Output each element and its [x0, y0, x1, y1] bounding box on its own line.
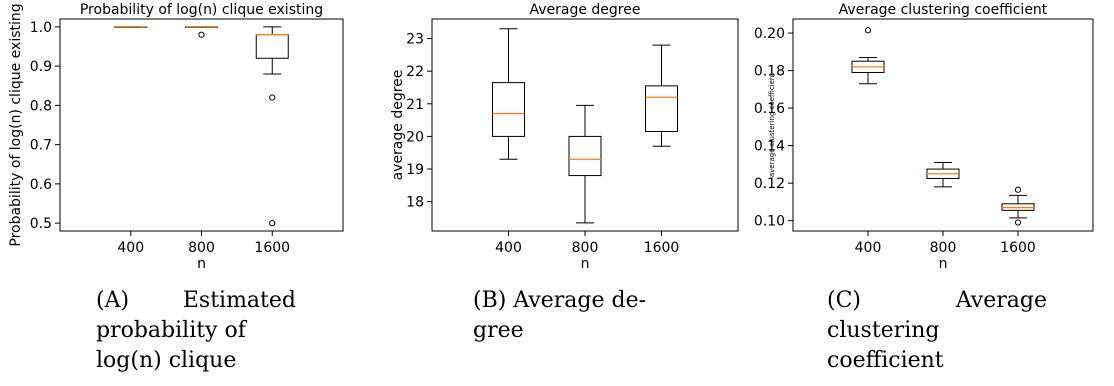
x-axis-label: n: [939, 256, 948, 270]
box-1600: [255, 26, 289, 227]
box-800: [185, 26, 218, 38]
chart-title: Probability of log(n) clique existing: [80, 2, 323, 18]
box-1600: [1001, 186, 1035, 226]
caption-c-line-3: coefficient: [827, 348, 944, 373]
figure-charts: Probability of log(n) clique existing 0.5…: [8, 2, 1094, 270]
box-800: [568, 104, 602, 224]
y-tick-label: 0.18: [754, 64, 785, 80]
chart-title: Average degree: [529, 2, 640, 18]
box-1600: [645, 44, 678, 147]
x-tick-label: 400: [855, 240, 882, 256]
y-tick-label: 22: [406, 64, 424, 80]
chart-2: Average degree 18 19 20 21 22 23 400 800 1600 n ave…: [390, 2, 739, 270]
y-tick-label: 1.0: [30, 20, 52, 36]
box-400: [492, 28, 525, 160]
y-tick-label: 0.7: [30, 138, 52, 154]
y-axis-label: Probability of log(n) clique existing: [8, 3, 24, 246]
caption-a-line-3: log(n) clique: [96, 348, 237, 373]
iqr-box: [645, 85, 678, 133]
y-axis-label: average degree: [390, 70, 406, 181]
outlier-point: [269, 220, 276, 227]
caption-a-line-2: probability of: [96, 318, 246, 343]
y-tick-label: 0.16: [754, 101, 785, 117]
x-tick-label: 800: [572, 240, 599, 256]
outlier-point: [1014, 186, 1022, 193]
y-axis-label: average clustering coefficient: [768, 73, 776, 177]
chart-title: Average clustering coefficient: [839, 2, 1048, 18]
y-tick-label: 0.9: [30, 59, 52, 75]
iqr-box: [255, 34, 289, 59]
plot-frame: [59, 18, 344, 232]
iqr-box: [568, 135, 602, 177]
chart-3: Average clustering coefficient 0.10 0.12 0.…: [754, 2, 1094, 270]
caption-b-tag: (B): [473, 288, 507, 313]
box-400: [114, 26, 148, 28]
box-400: [851, 27, 885, 85]
caption-b-line-1: Average de-: [513, 288, 647, 313]
chart-1: Probability of log(n) clique existing 0.5…: [8, 2, 344, 270]
caption-a-tag: (A): [96, 288, 130, 313]
plot-frame: [792, 18, 1094, 232]
iqr-box: [492, 82, 525, 137]
y-tick-label: 21: [406, 97, 424, 113]
y-tick-label: 0.20: [754, 26, 785, 42]
y-tick-label: 18: [406, 195, 424, 211]
x-tick-label: 800: [930, 240, 957, 256]
y-tick-label: 0.6: [30, 177, 52, 193]
x-tick-label: 1600: [1000, 240, 1036, 256]
outlier-point: [1014, 219, 1022, 226]
caption-c: (C) Average clustering coefficient: [827, 286, 1047, 376]
y-tick-label: 23: [406, 32, 424, 48]
caption-c-tag: (C): [827, 288, 861, 313]
box-800: [926, 162, 960, 188]
outlier-point: [269, 94, 276, 101]
x-tick-label: 400: [495, 240, 522, 256]
plot-frame: [431, 18, 739, 232]
caption-a: (A) Estimated probability of log(n) cliq…: [96, 286, 296, 376]
x-axis-label: n: [581, 256, 590, 270]
caption-a-line-1: Estimated: [182, 288, 296, 313]
x-tick-label: 800: [188, 240, 215, 256]
x-tick-label: 1600: [644, 240, 680, 256]
y-tick-label: 0.10: [754, 214, 785, 230]
y-tick-label: 20: [406, 129, 424, 145]
y-tick-label: 0.5: [30, 216, 52, 232]
caption-c-line-2: clustering: [827, 318, 940, 343]
caption-b-line-2: gree: [473, 318, 524, 343]
caption-c-line-1: Average: [955, 288, 1047, 313]
x-tick-label: 400: [117, 240, 144, 256]
outlier-point: [864, 27, 872, 34]
y-tick-label: 0.8: [30, 98, 52, 114]
x-axis-label: n: [197, 256, 206, 270]
x-tick-label: 1600: [254, 240, 290, 256]
outlier-point: [198, 31, 205, 38]
caption-b: (B) Average de- gree: [473, 286, 673, 346]
y-tick-label: 0.14: [754, 139, 785, 155]
y-tick-label: 0.12: [754, 176, 785, 192]
y-tick-label: 19: [406, 162, 424, 178]
